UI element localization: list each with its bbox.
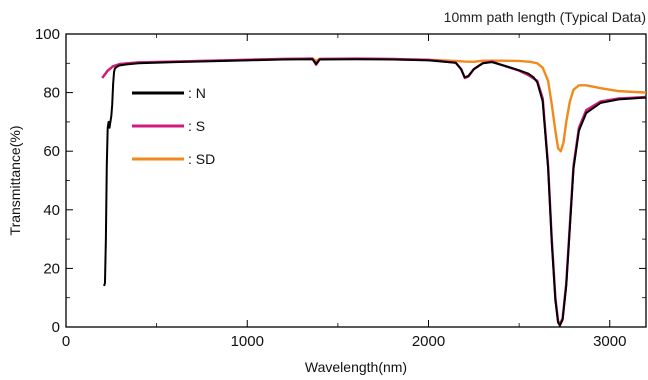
series-line-s <box>101 57 646 326</box>
legend-label-sd: : SD <box>188 151 215 167</box>
y-tick-label: 60 <box>43 143 60 160</box>
chart-annotation: 10mm path length (Typical Data) <box>444 9 646 25</box>
x-tick-label: 2000 <box>412 333 445 350</box>
x-tick-label: 3000 <box>593 333 626 350</box>
y-tick-label: 100 <box>35 26 60 43</box>
legend-label-s: : S <box>188 118 205 134</box>
x-axis-label: Wavelength(nm) <box>305 359 407 375</box>
legend-label-n: : N <box>188 85 206 101</box>
y-tick-label: 0 <box>52 319 60 336</box>
y-axis-label: Transmittance(%) <box>7 126 23 236</box>
x-tick-label: 1000 <box>231 333 264 350</box>
y-tick-label: 20 <box>43 260 60 277</box>
y-tick-label: 80 <box>43 85 60 102</box>
y-tick-label: 40 <box>43 202 60 219</box>
series-line-sd <box>101 57 646 153</box>
series-line-n <box>103 58 646 327</box>
x-tick-label: 0 <box>62 333 70 350</box>
plot-frame <box>65 33 647 328</box>
